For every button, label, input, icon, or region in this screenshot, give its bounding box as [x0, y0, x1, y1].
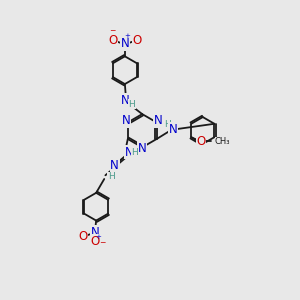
Text: N: N [168, 123, 177, 136]
Text: +: + [125, 33, 130, 39]
Text: N: N [121, 94, 129, 107]
Text: H: H [128, 100, 135, 109]
Text: O: O [196, 135, 206, 148]
Text: N: N [91, 226, 99, 238]
Text: N: N [125, 146, 134, 159]
Text: H: H [164, 120, 171, 129]
Text: O: O [91, 235, 100, 248]
Text: −: − [99, 238, 106, 247]
Text: +: + [95, 234, 101, 240]
Text: N: N [110, 159, 119, 172]
Text: O: O [132, 34, 142, 47]
Text: O: O [78, 230, 88, 243]
Text: N: N [138, 142, 147, 155]
Text: H: H [131, 148, 138, 157]
Text: N: N [121, 38, 129, 50]
Text: −: − [109, 26, 116, 35]
Text: H: H [108, 172, 115, 181]
Text: N: N [154, 114, 163, 127]
Text: CH₃: CH₃ [215, 137, 230, 146]
Text: O: O [108, 34, 118, 47]
Text: N: N [122, 114, 130, 127]
